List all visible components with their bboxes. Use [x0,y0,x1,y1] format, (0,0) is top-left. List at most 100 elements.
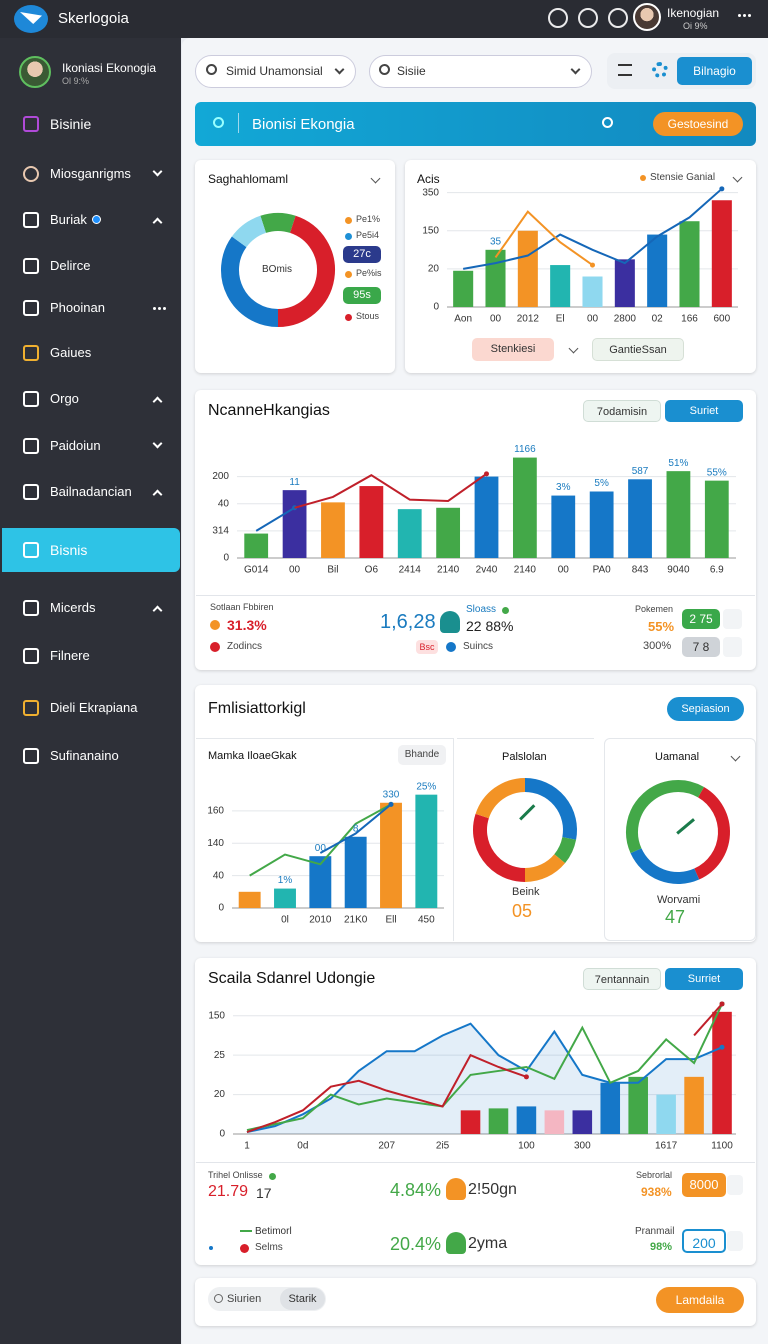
bar [436,507,461,558]
nav-item[interactable]: Bisinie [50,116,92,132]
nav-item[interactable]: Sufinanaino [50,748,119,763]
x-tick-label: 2140 [437,565,460,576]
bar [544,1110,565,1134]
list-icon[interactable] [618,64,632,76]
more[interactable] [737,10,753,24]
nav-item[interactable]: Filnere [50,648,90,663]
chevron-button[interactable] [727,1231,743,1251]
nav-item[interactable]: Delirce [50,258,91,273]
nav-icon[interactable] [23,116,39,132]
nav-icon[interactable] [23,212,39,228]
bar [666,471,691,558]
x-tick-label: 21K0 [344,915,368,926]
search-1[interactable] [195,55,356,88]
bar [582,276,603,307]
chip-button[interactable]: Suriet [665,400,743,422]
line-end [590,262,595,268]
donut-segment [473,813,526,882]
nav-item[interactable]: Phooinan [50,300,105,315]
nav-icon[interactable] [23,700,39,716]
badge-dot [92,215,101,224]
stat-badge: 2 75 [682,609,720,629]
donut-segment [277,215,335,327]
tag: Bsc [416,640,438,654]
nav-item[interactable]: Bisnis [50,542,88,558]
filter-button[interactable]: Stenkiesi [472,338,554,361]
gear-icon[interactable] [652,62,668,78]
chevron-button[interactable] [727,1175,743,1195]
nav-item[interactable]: Gaiues [50,345,92,360]
dot [344,313,352,321]
nav-icon[interactable] [23,600,39,616]
chevron-button[interactable] [723,609,742,629]
nav-icon[interactable] [23,542,39,558]
footer-button[interactable]: Lamdaila [656,1287,744,1313]
y-tick-label: 20 [428,264,440,275]
x-tick-label: 1 [244,1141,250,1152]
user-name: Ikenogian [667,6,720,20]
x-tick-label: 2012 [517,314,540,325]
nav-item[interactable]: Bailnadancian [50,484,132,499]
nav-icon[interactable] [23,391,39,407]
search-2[interactable] [369,55,592,88]
nav-icon[interactable] [23,300,39,316]
chip-button[interactable]: Sepiasion [667,697,744,721]
nav-item[interactable]: Buriak [50,212,87,227]
primary-button[interactable]: Bilnagio [677,57,752,85]
banner-button[interactable]: Gestoesind [653,112,743,136]
top-icon[interactable] [578,8,598,28]
x-tick-label: 843 [632,565,649,576]
panel-button[interactable]: Bhande [398,745,446,765]
nav-item[interactable]: Micerds [50,600,96,615]
x-tick-label: Bil [327,565,338,576]
bar [415,794,438,908]
annotation: 55% [707,467,727,478]
bar [614,259,635,307]
nav-icon[interactable] [23,166,39,182]
filter-button[interactable]: GantieSsan [592,338,684,361]
stat-value: 4.84% [390,1180,442,1200]
dot [344,232,352,240]
banner-search [213,117,224,128]
nav-icon[interactable] [23,648,39,664]
card-title: Acis [417,172,440,186]
bar [516,1106,537,1134]
top-icon[interactable] [548,8,568,28]
nav-item[interactable]: Paidoiun [50,438,101,453]
chip-button[interactable]: 7odamisin [583,400,661,422]
nav-icon[interactable] [23,484,39,500]
chip-button[interactable]: 7entannain [583,968,661,990]
top-icon[interactable] [608,8,628,28]
y-tick-label: 0 [223,553,229,564]
nav-item[interactable]: Dieli Ekrapiana [50,700,138,715]
search-text[interactable]: Simid Unamonsial [226,64,323,78]
dot [209,1246,213,1250]
stat-badge: 7 8 [682,637,720,657]
nav-icon[interactable] [23,438,39,454]
chevron-button[interactable] [723,637,742,657]
chart: 0 20 25 150 1 0d 207 2i5 100 300 1617 1100 [208,1001,736,1152]
search-icon [379,64,390,75]
nav-icon[interactable] [23,748,39,764]
nav-icon[interactable] [23,345,39,361]
tab[interactable]: Siurien [227,1293,262,1305]
more-dot [743,14,746,17]
stat-sub: Selms [255,1242,283,1253]
search-text[interactable]: Sisiie [397,64,426,78]
line-end [719,1001,725,1007]
bar [244,533,269,558]
donut-segment [630,848,700,884]
stat-sub: 300% [643,640,672,652]
y-tick-label: 25 [214,1050,226,1061]
donut-segment [260,213,296,234]
chip-button[interactable]: Surriet [665,968,743,990]
nav-item[interactable]: Orgo [50,391,79,406]
stat-text: 2yma [468,1235,508,1252]
banner-search-2[interactable] [602,117,613,128]
tab[interactable]: Starik [280,1288,325,1310]
donut-segment [524,853,566,882]
nav-item[interactable]: Miosganrigms [50,166,131,181]
nav-icon[interactable] [23,258,39,274]
bar [321,502,345,558]
chart: 0 20 150 350 Aon 00 2012 El 00 2800 02 166 600 35 [422,186,738,325]
